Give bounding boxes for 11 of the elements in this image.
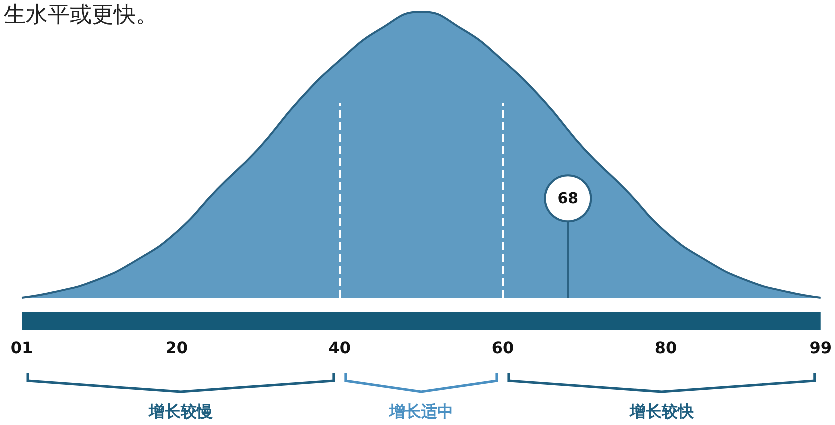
x-tick-label: 99 <box>810 338 832 358</box>
text: 增长适中 <box>389 402 454 423</box>
x-tick-label: 01 <box>10 338 34 358</box>
ref-line-label: 68 <box>558 190 579 208</box>
x-tick-label: 60 <box>492 338 514 358</box>
annotation: 生水平或更快。 <box>4 1 158 29</box>
text: 增长较快 <box>630 402 694 423</box>
x-tick-label: 20 <box>166 338 188 358</box>
x-tick-label: 40 <box>328 338 352 358</box>
x-tick-label: 80 <box>654 338 678 358</box>
text: 增长较慢 <box>148 402 213 423</box>
